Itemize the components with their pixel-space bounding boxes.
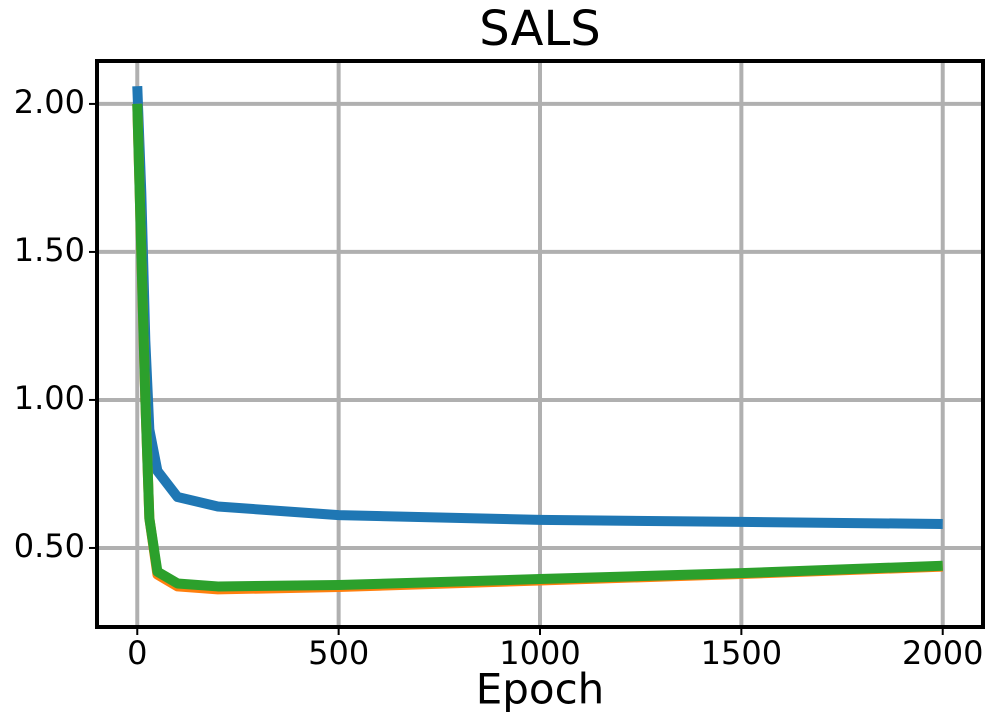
x-tick-label: 1500 xyxy=(701,634,782,672)
x-axis-label: Epoch xyxy=(476,665,605,714)
plot-frame xyxy=(95,59,985,629)
x-tick-label: 2000 xyxy=(902,634,983,672)
x-tick-label: 500 xyxy=(308,634,369,672)
line-series xyxy=(132,103,943,592)
x-tick-label: 0 xyxy=(127,634,147,672)
y-tick-label: 1.50 xyxy=(14,231,85,269)
x-tick-label: 1000 xyxy=(499,634,580,672)
y-tick-label: 1.00 xyxy=(14,379,85,417)
y-tick-label: 2.00 xyxy=(14,83,85,121)
chart-title: SALS xyxy=(479,1,600,57)
y-tick-label: 0.50 xyxy=(14,527,85,565)
